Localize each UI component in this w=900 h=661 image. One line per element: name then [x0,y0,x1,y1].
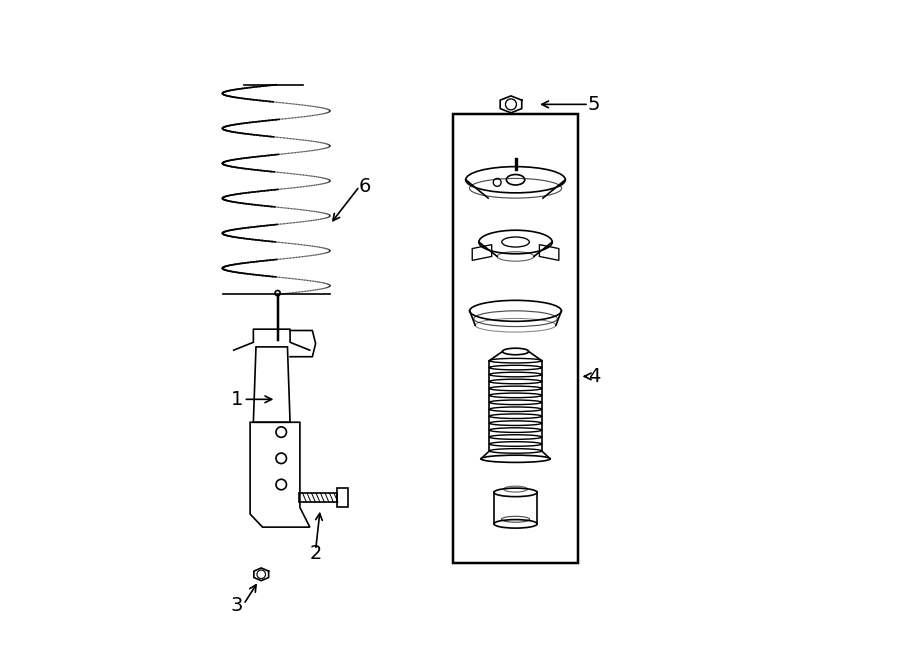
Text: 4: 4 [588,367,600,386]
Text: 1: 1 [230,390,243,408]
Text: 6: 6 [358,176,371,196]
Text: 2: 2 [310,544,322,563]
Text: 5: 5 [588,95,600,114]
Text: 3: 3 [230,596,243,615]
Bar [454,114,578,563]
